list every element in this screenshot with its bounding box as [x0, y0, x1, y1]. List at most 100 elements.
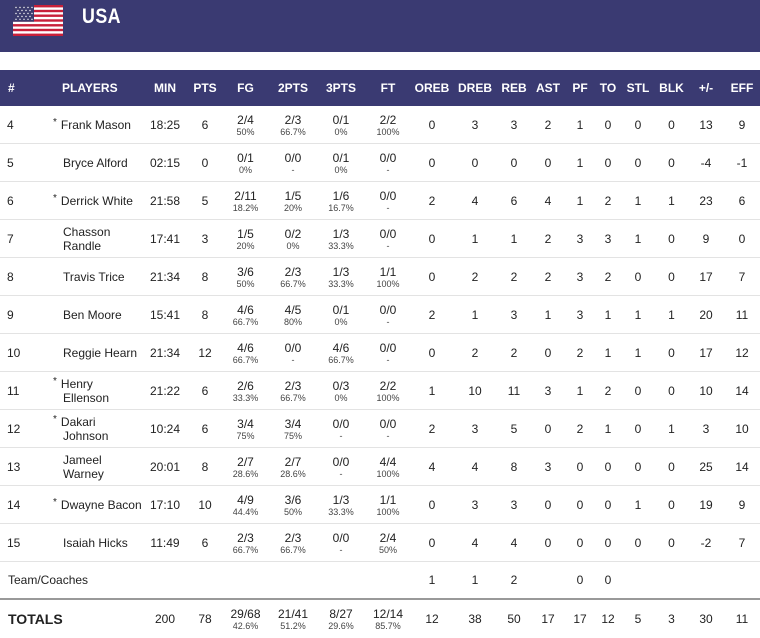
two-pointers-made-attempted: 2/3: [284, 264, 302, 279]
field-goals-percentage: 50%: [236, 126, 255, 137]
player-name[interactable]: Dakari Johnson: [60, 414, 109, 443]
table-row[interactable]: 7 Chasson Randle 17:41 3 1/5 20% 0/2 0% 1/3 33.3%…: [0, 219, 760, 258]
player-name-cell[interactable]: Travis Trice: [28, 257, 142, 296]
player-name[interactable]: Ben Moore: [63, 307, 122, 322]
two-pointers-percentage: -: [291, 164, 295, 175]
stat-stl: 0: [621, 143, 655, 182]
stat-to: 0: [595, 485, 621, 524]
column-header-blk[interactable]: BLK: [655, 70, 688, 106]
player-name[interactable]: Chasson Randle: [63, 224, 111, 253]
table-row[interactable]: 12 * Dakari Johnson 10:24 6 3/4 75% 3/4 75% 0/0-0…: [0, 409, 760, 448]
three-pointers-made-attempted: 0/3: [332, 378, 350, 393]
player-name[interactable]: Bryce Alford: [63, 155, 128, 170]
column-header-3pts[interactable]: 3PTS: [317, 70, 365, 106]
totals-to: 12: [601, 611, 615, 626]
player-name-cell[interactable]: * Frank Mason: [28, 106, 142, 144]
player-name[interactable]: Isaiah Hicks: [63, 535, 128, 550]
stat-pf: 3: [565, 295, 595, 334]
column-header-stl[interactable]: STL: [621, 70, 655, 106]
two-pointers-percentage: 66.7%: [280, 392, 306, 403]
free-throws: 0/0-: [365, 295, 411, 334]
player-name[interactable]: Jameel Warney: [63, 452, 104, 481]
column-header-fg[interactable]: FG: [222, 70, 269, 106]
three-pointers-percentage: 33.3%: [328, 506, 354, 517]
stat-dreb: 2: [453, 257, 497, 296]
stat-reb: 0: [497, 143, 531, 182]
player-name-cell[interactable]: * Dwayne Bacon: [28, 485, 142, 524]
player-name-cell[interactable]: Ben Moore: [28, 295, 142, 334]
column-header-num[interactable]: #: [0, 70, 28, 106]
stat-dreb: 0: [453, 143, 497, 182]
stat-oreb: 0: [411, 333, 453, 372]
player-name[interactable]: Travis Trice: [63, 269, 125, 284]
column-header-dreb[interactable]: DREB: [453, 70, 497, 106]
player-name[interactable]: Dwayne Bacon: [60, 497, 142, 512]
player-name[interactable]: Derrick White: [60, 193, 133, 208]
column-header-players[interactable]: PLAYERS: [28, 70, 142, 106]
player-name-cell[interactable]: Isaiah Hicks: [28, 523, 142, 562]
table-row[interactable]: 6 * Derrick White 21:58 5 2/11 18.2% 1/5 20% 1/6 1…: [0, 181, 760, 220]
table-row[interactable]: 4 * Frank Mason 18:25 6 2/4 50% 2/3 66.7% 0/1 0% 2/…: [0, 106, 760, 144]
totals-ast: 17: [541, 611, 555, 626]
stat-reb: 6: [497, 181, 531, 220]
table-row[interactable]: 11 * Henry Ellenson 21:22 6 2/6 33.3% 2/3 66.7% 0…: [0, 371, 760, 410]
two-pointers-made-attempted: 2/3: [284, 530, 302, 545]
two-pointers-percentage: 80%: [283, 316, 302, 327]
player-name-cell[interactable]: Jameel Warney: [28, 447, 142, 486]
field-goals: 3/4 75%: [222, 409, 269, 448]
column-header-min[interactable]: MIN: [142, 70, 188, 106]
player-name-cell[interactable]: Bryce Alford: [28, 143, 142, 182]
stat-dreb: 3: [453, 485, 497, 524]
column-header-oreb[interactable]: OREB: [411, 70, 453, 106]
player-name-cell[interactable]: Reggie Hearn: [28, 333, 142, 372]
player-name-cell[interactable]: Chasson Randle: [28, 219, 142, 258]
free-throws-made-attempted: 2/2: [379, 112, 397, 127]
table-row[interactable]: 13 Jameel Warney 20:01 8 2/7 28.6% 2/7 28.6% 0/0…: [0, 447, 760, 486]
three-pointers: 0/0-: [317, 447, 365, 486]
column-header-plus-minus[interactable]: +/-: [688, 70, 724, 106]
column-header-pts[interactable]: PTS: [188, 70, 222, 106]
team-empty-fg: [222, 561, 269, 600]
column-header-reb[interactable]: REB: [497, 70, 531, 106]
stat-oreb: 2: [411, 295, 453, 334]
stat-blk: 0: [655, 523, 688, 562]
stat-oreb: 0: [411, 523, 453, 562]
two-pointers-made-attempted: 3/6: [284, 492, 302, 507]
three-pointers-made-attempted: 0/1: [332, 302, 350, 317]
field-goals: 0/1 0%: [222, 143, 269, 182]
table-row[interactable]: 10 Reggie Hearn 21:34 12 4/6 66.7% 0/0-4/6 66.7…: [0, 333, 760, 372]
table-row[interactable]: 5 Bryce Alford 02:15 0 0/1 0% 0/0-0/1 0% 0/0-0 0 0…: [0, 143, 760, 182]
column-header-ast[interactable]: AST: [531, 70, 565, 106]
player-name[interactable]: Frank Mason: [60, 117, 131, 132]
field-goals-made-attempted: 2/11: [234, 188, 257, 203]
player-name[interactable]: Reggie Hearn: [63, 345, 138, 360]
two-pointers-made-attempted: 2/3: [284, 112, 302, 127]
stat-pf: 3: [565, 219, 595, 258]
points: 12: [188, 333, 222, 372]
stat-to: 2: [595, 181, 621, 220]
stat-pm: -2: [688, 523, 724, 562]
stat-ast: 0: [531, 485, 565, 524]
table-row[interactable]: 9 Ben Moore 15:41 8 4/6 66.7% 4/5 80% 0/1 0% 0/0-2…: [0, 295, 760, 334]
stat-oreb: 2: [411, 409, 453, 448]
table-row[interactable]: 15 Isaiah Hicks 11:49 6 2/3 66.7% 2/3 66.7% 0/0-…: [0, 523, 760, 562]
stat-oreb: 0: [411, 485, 453, 524]
player-name-cell[interactable]: * Henry Ellenson: [28, 371, 142, 410]
player-name[interactable]: Henry Ellenson: [60, 376, 110, 405]
table-row[interactable]: 8 Travis Trice 21:34 8 3/6 50% 2/3 66.7% 1/3 33.3…: [0, 257, 760, 296]
stat-stl: 1: [621, 219, 655, 258]
player-name-cell[interactable]: * Dakari Johnson: [28, 409, 142, 448]
stat-pm: 9: [688, 219, 724, 258]
three-pointers: 1/6 16.7%: [317, 181, 365, 220]
player-name-cell[interactable]: * Derrick White: [28, 181, 142, 220]
column-header-eff[interactable]: EFF: [724, 70, 760, 106]
column-header-2pts[interactable]: 2PTS: [269, 70, 317, 106]
stat-to: 1: [595, 333, 621, 372]
stat-dreb: 4: [453, 447, 497, 486]
jersey-number: 9: [0, 295, 28, 334]
table-row[interactable]: 14 * Dwayne Bacon 17:10 10 4/9 44.4% 3/6 50% 1/3 3…: [0, 485, 760, 524]
column-header-pf[interactable]: PF: [565, 70, 595, 106]
column-header-ft[interactable]: FT: [365, 70, 411, 106]
column-header-to[interactable]: TO: [595, 70, 621, 106]
totals-field-goals: 29/68 42.6%: [222, 599, 269, 637]
